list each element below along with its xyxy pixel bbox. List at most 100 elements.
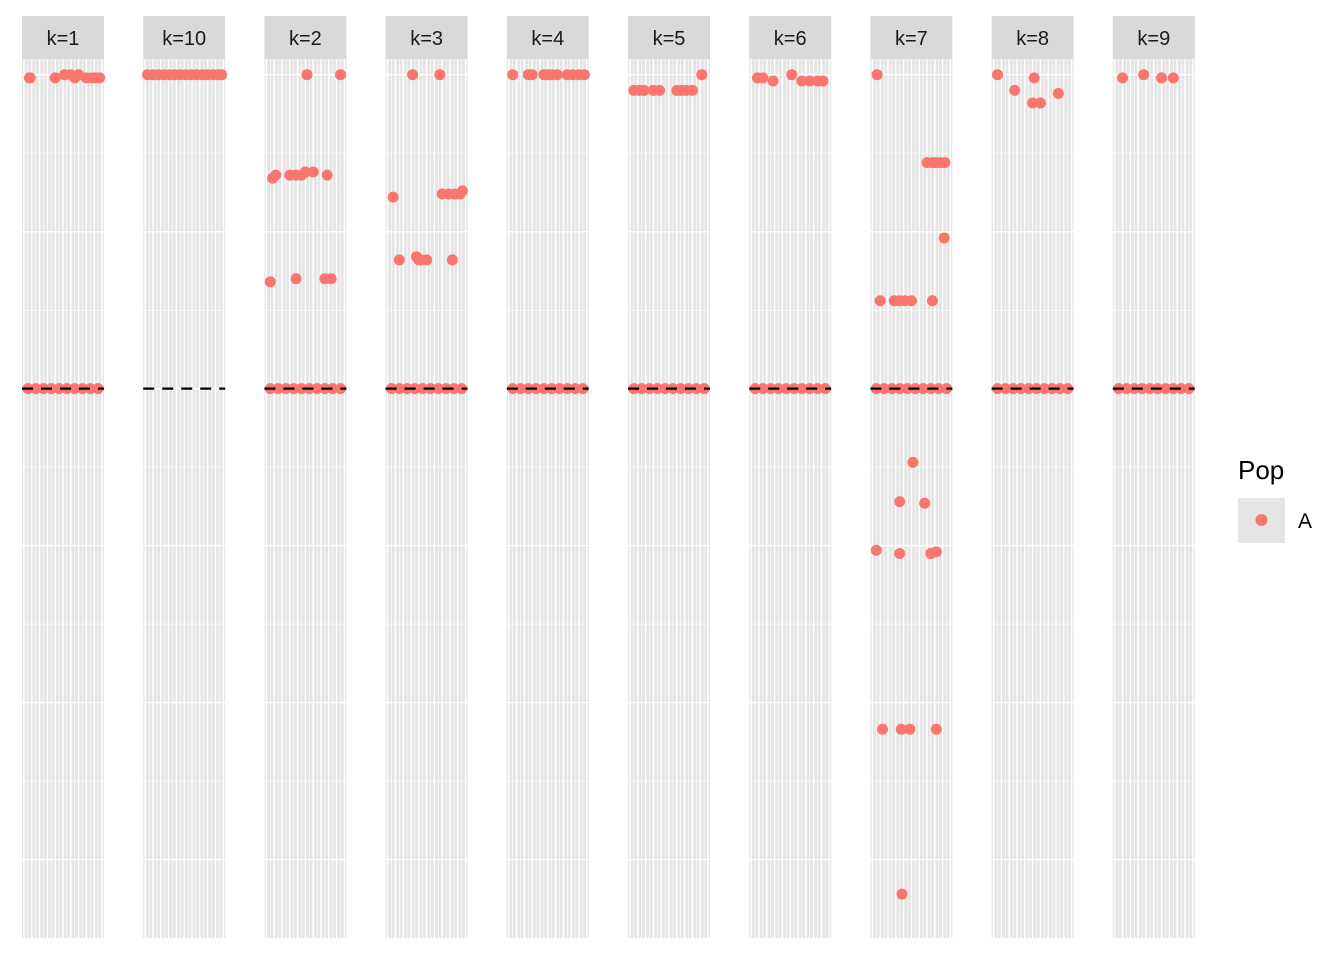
data-point [299, 166, 311, 178]
data-point [992, 69, 1003, 81]
data-point [796, 75, 808, 87]
facet-strip-label: k=2 [289, 28, 322, 50]
facet-panel: k=5 [628, 16, 710, 938]
data-point [270, 169, 282, 181]
facet-strip [143, 16, 226, 59]
data-point [1052, 88, 1064, 100]
facet-panel: k=10 [142, 16, 228, 938]
data-point [675, 383, 687, 395]
facet-panels: k=1 k=10 k=2 k=3 k=4 k=5 k=6 k=7 k=8 k=9 [22, 16, 1195, 938]
points [628, 69, 710, 395]
data-point [654, 84, 666, 96]
data-point [817, 75, 829, 87]
data-point [919, 497, 931, 509]
data-point [335, 69, 346, 81]
facet-strip-label: k=10 [162, 28, 206, 50]
data-point [1121, 383, 1132, 395]
facet-strip-label: k=5 [653, 28, 686, 50]
data-point [569, 383, 581, 395]
data-point [874, 295, 886, 307]
points [870, 69, 952, 900]
data-point [907, 456, 919, 468]
data-point [296, 383, 307, 395]
data-point [767, 75, 779, 87]
data-point [1028, 72, 1040, 84]
data-point [515, 383, 526, 395]
data-point [933, 383, 945, 395]
data-point [307, 166, 319, 178]
facet-panel: k=2 [264, 16, 347, 938]
facet-panel: k=6 [749, 16, 832, 938]
data-point [1034, 97, 1046, 109]
data-point [24, 72, 36, 84]
data-point [659, 383, 671, 395]
data-point [686, 84, 698, 96]
data-point [551, 69, 563, 81]
legend-label: A [1298, 510, 1312, 533]
data-point [53, 383, 65, 395]
data-point [804, 75, 816, 87]
facet-strip [385, 16, 468, 59]
data-point [938, 232, 950, 244]
facet-strip-label: k=6 [774, 28, 807, 50]
points [142, 69, 228, 81]
facet-panel: k=7 [870, 16, 953, 938]
facet-strip-label: k=1 [47, 28, 80, 50]
data-point [1054, 383, 1066, 395]
data-point [421, 254, 433, 266]
data-point [417, 383, 429, 395]
data-point [1175, 383, 1187, 395]
data-point [49, 72, 61, 84]
facet-panel: k=1 [22, 16, 106, 938]
points [1113, 69, 1195, 395]
data-point [1138, 69, 1150, 81]
data-point [871, 69, 883, 81]
data-point [877, 723, 889, 735]
data-point [786, 69, 798, 81]
facet-panel: k=9 [1112, 16, 1195, 938]
data-point [507, 69, 519, 81]
data-point [432, 383, 444, 395]
facet-strip [1112, 16, 1195, 59]
data-point [84, 383, 96, 395]
data-point [904, 723, 916, 735]
data-point [638, 84, 650, 96]
data-point [878, 383, 890, 395]
data-point [393, 383, 405, 395]
data-point [94, 72, 106, 84]
data-point [1038, 383, 1050, 395]
data-point [796, 383, 808, 395]
data-point [456, 185, 468, 197]
data-point [894, 496, 906, 508]
data-point [812, 383, 823, 395]
data-point [780, 383, 792, 395]
data-point [757, 383, 769, 395]
data-point [448, 383, 460, 395]
facet-strip [506, 16, 589, 59]
data-point [434, 69, 446, 81]
data-point [896, 888, 908, 900]
data-point [554, 383, 565, 395]
data-point [272, 383, 284, 395]
data-point [321, 169, 333, 181]
data-point [578, 69, 590, 81]
facet-panel: k=4 [506, 16, 590, 938]
data-point [30, 383, 42, 395]
facet-strip [749, 16, 832, 59]
facet-strip [991, 16, 1074, 59]
data-point [939, 157, 951, 169]
data-point [290, 273, 302, 285]
data-point [926, 295, 938, 307]
data-point [264, 276, 276, 288]
facet-strip [628, 16, 710, 59]
data-point [325, 273, 337, 285]
data-point [393, 254, 405, 266]
data-point [690, 383, 702, 395]
facet-strip [870, 16, 953, 59]
data-point [894, 547, 906, 559]
data-point [446, 254, 458, 266]
legend-key-point [1255, 514, 1268, 526]
facet-panel: k=8 [991, 16, 1074, 938]
data-point [69, 383, 81, 395]
data-point [311, 383, 323, 395]
